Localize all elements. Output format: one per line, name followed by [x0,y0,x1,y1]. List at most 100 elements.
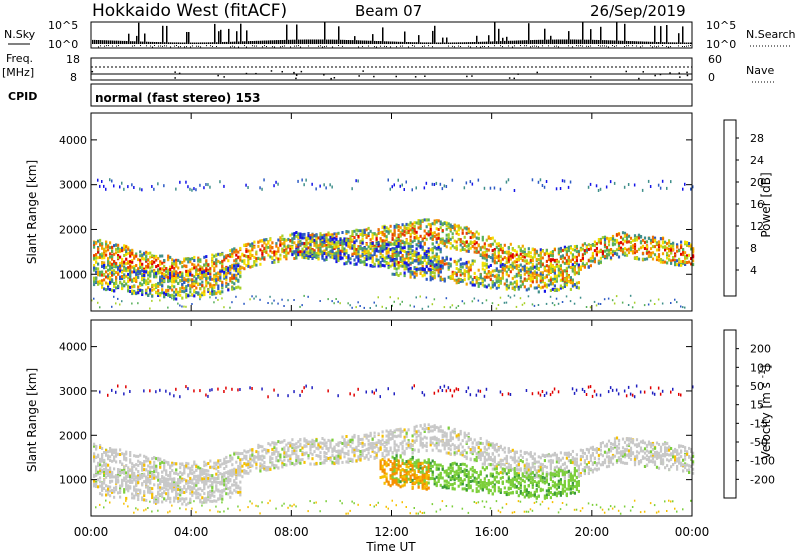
range-gate-cell [137,291,140,295]
nsearch-dot [274,46,275,48]
range-gate-cell [431,231,434,235]
range-gate-cell [527,277,530,281]
range-gate-cell [205,279,208,283]
near-range-cell [457,305,460,307]
range-gate-cell [467,277,470,281]
range-gate-cell [495,277,498,281]
freq-dot [295,77,297,80]
range-gate-cell [337,241,340,245]
near-range-cell [349,304,351,307]
range-gate-cell [521,250,524,254]
range-gate-cell [107,257,110,261]
range-gate-cell [171,274,174,278]
nsky-bar [514,40,516,44]
range-gate-cell [339,238,342,242]
range-gate-cell [387,230,390,234]
range-gate-cell [623,231,627,235]
range-gate-cell [345,256,348,259]
colorbar-frame [723,119,737,297]
range-gate-cell [343,240,346,244]
range-gate-cell [137,267,140,271]
range-gate-cell [507,258,510,262]
range-gate-cell [515,264,518,268]
range-gate-cell [233,287,236,291]
range-gate-cell [449,257,452,261]
nsky-bar [492,41,494,44]
range-gate-cell [409,261,412,265]
range-gate-cell [143,274,146,277]
range-gate-cell [389,224,392,228]
range-gate-cell [135,291,138,295]
range-gate-cell [485,285,488,289]
nsky-bar [564,39,566,44]
range-gate-cell [557,274,560,278]
range-gate-cell [515,272,518,276]
range-gate-cell [139,475,142,479]
range-gate-cell [417,222,420,226]
range-gate-cell [113,244,116,248]
range-gate-cell [189,272,192,276]
range-gate-cell [541,278,544,282]
nsearch-dot [196,45,197,47]
range-gate-cell [515,274,518,278]
nsky-bar [270,40,272,44]
range-gate-cell [441,278,444,281]
range-gate-cell [129,481,132,484]
noise-cell [141,188,143,192]
range-gate-cell [541,285,544,289]
range-gate-cell [187,269,190,273]
nsky-bar [584,39,586,44]
nsky-bar [330,39,332,44]
range-gate-cell [551,250,554,253]
range-gate-cell [127,251,130,255]
range-gate-cell [571,281,574,285]
range-gate-cell [273,253,276,257]
range-gate-cell [595,246,598,250]
freq-top-tick: 18 [66,53,80,66]
range-gate-cell [487,283,490,287]
range-gate-cell [107,276,110,280]
nsky-bar [246,30,248,44]
nsky-bar [282,40,284,44]
range-gate-cell [497,242,500,246]
range-gate-cell [207,276,210,280]
range-gate-cell [493,259,496,263]
range-gate-cell [107,469,110,473]
range-gate-cell [493,248,496,251]
range-gate-cell [273,259,276,263]
range-gate-cell [661,237,665,241]
range-gate-cell [651,240,655,243]
range-gate-cell [105,242,108,246]
range-gate-cell [105,472,108,476]
nsky-bar [216,42,218,44]
range-gate-cell [353,229,356,233]
range-gate-cell [113,262,116,266]
range-gate-cell [123,265,126,269]
range-gate-cell [461,231,464,235]
nsky-bar [292,39,294,44]
range-gate-cell [393,264,396,268]
range-gate-cell [305,250,308,254]
nsearch-dot [230,46,231,48]
nsky-bar [118,40,120,44]
nsky-bar [382,27,384,44]
nsearch-dot [342,45,343,47]
range-gate-cell [499,255,502,259]
range-gate-cell [688,260,691,264]
near-range-cell [271,302,273,305]
range-gate-cell [413,275,416,279]
range-gate-cell [359,258,362,262]
nsky-bar [230,41,232,44]
range-gate-cell [431,242,434,246]
range-gate-cell [473,250,476,254]
range-gate-cell [443,262,446,266]
range-gate-cell [491,280,494,284]
freq-dot [330,77,332,80]
range-gate-cell [307,237,310,241]
range-gate-cell [347,259,350,263]
range-gate-cell [607,239,611,243]
range-gate-cell [674,262,677,266]
range-gate-cell [645,251,649,255]
range-gate-cell [251,248,254,252]
range-gate-cell [171,293,174,297]
